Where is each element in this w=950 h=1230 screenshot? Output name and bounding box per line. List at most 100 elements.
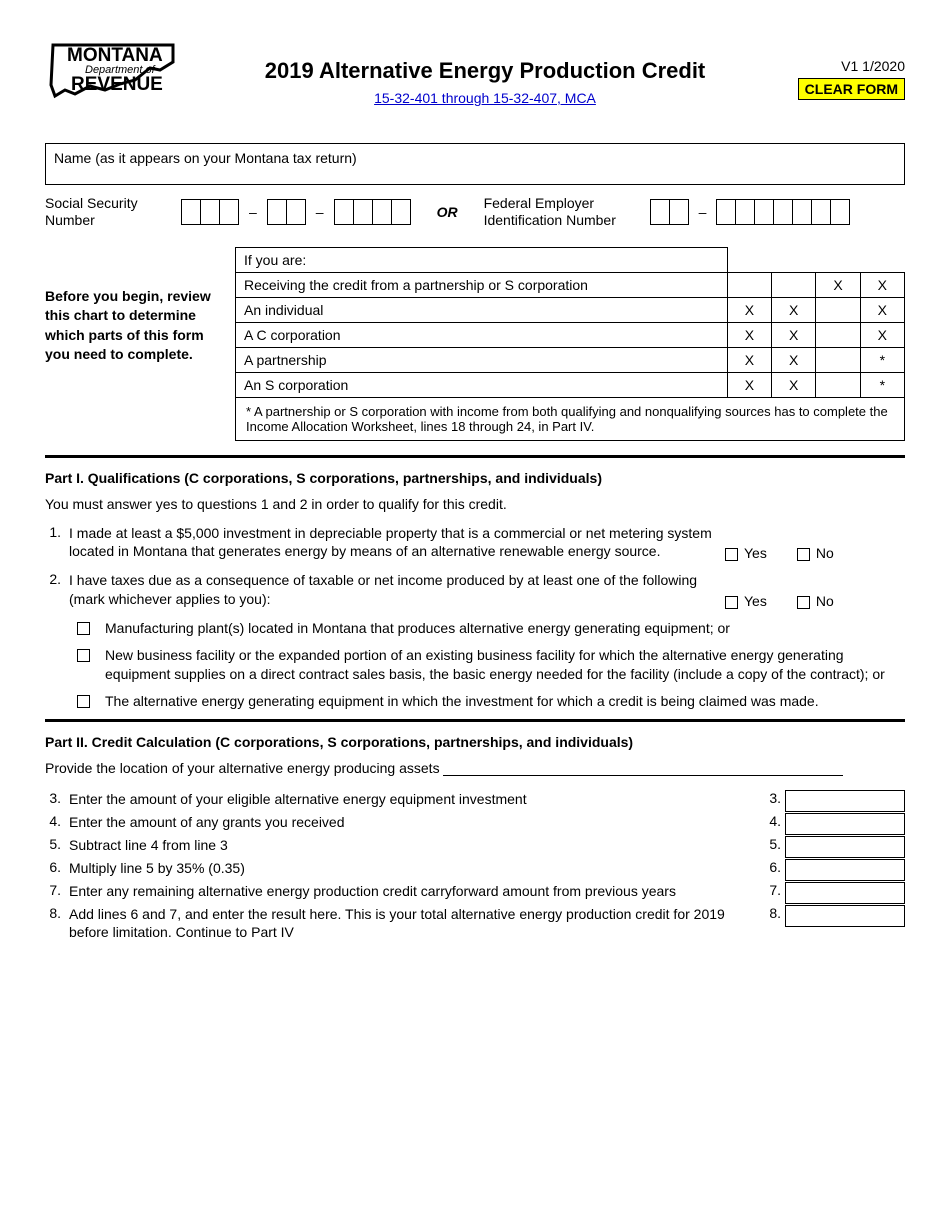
chart-row-label: A C corporation bbox=[236, 322, 728, 347]
q1-number: 1. bbox=[45, 524, 69, 562]
calc-num: 7. bbox=[45, 882, 69, 898]
chart-mark bbox=[816, 322, 860, 347]
ssn-input-group-1[interactable] bbox=[181, 199, 239, 225]
svg-text:REVENUE: REVENUE bbox=[71, 74, 163, 95]
chart-mark: X bbox=[860, 322, 904, 347]
calc-text: Multiply line 5 by 35% (0.35) bbox=[69, 859, 763, 877]
calc-num-right: 4. bbox=[763, 813, 785, 829]
part1-title: Part I. Qualifications (C corporations, … bbox=[45, 470, 905, 486]
chart-row-label: A partnership bbox=[236, 347, 728, 372]
calc-input[interactable] bbox=[785, 905, 905, 927]
calc-text: Add lines 6 and 7, and enter the result … bbox=[69, 905, 763, 941]
q2-number: 2. bbox=[45, 571, 69, 609]
fein-input-group-2[interactable] bbox=[716, 199, 850, 225]
chart-mark bbox=[772, 272, 816, 297]
or-label: OR bbox=[417, 204, 478, 220]
chart-mark: * bbox=[860, 372, 904, 397]
chart-mark: X bbox=[816, 272, 860, 297]
q2-sub-text: Manufacturing plant(s) located in Montan… bbox=[105, 619, 905, 638]
calc-line: 3.Enter the amount of your eligible alte… bbox=[45, 790, 905, 811]
calc-num-right: 5. bbox=[763, 836, 785, 852]
chart-row-label: An individual bbox=[236, 297, 728, 322]
calc-input[interactable] bbox=[785, 813, 905, 835]
calc-line: 7.Enter any remaining alternative energy… bbox=[45, 882, 905, 903]
chart-mark: X bbox=[727, 347, 771, 372]
calc-line: 6.Multiply line 5 by 35% (0.35)6. bbox=[45, 859, 905, 880]
ssn-input-group-2[interactable] bbox=[267, 199, 306, 225]
name-field[interactable]: Name (as it appears on your Montana tax … bbox=[45, 143, 905, 185]
calc-num: 3. bbox=[45, 790, 69, 806]
part2-title: Part II. Credit Calculation (C corporati… bbox=[45, 734, 905, 750]
calc-num-right: 7. bbox=[763, 882, 785, 898]
chart-mark bbox=[816, 372, 860, 397]
calc-text: Enter the amount of your eligible altern… bbox=[69, 790, 763, 808]
version-label: V1 1/2020 bbox=[775, 58, 905, 74]
calc-line: 5.Subtract line 4 from line 35. bbox=[45, 836, 905, 857]
chart-row-label: An S corporation bbox=[236, 372, 728, 397]
chart-mark: X bbox=[727, 322, 771, 347]
q1-yes-checkbox[interactable]: Yes bbox=[725, 545, 767, 561]
q2-sub-text: The alternative energy generating equipm… bbox=[105, 692, 905, 711]
chart-instructions: Before you begin, review this chart to d… bbox=[45, 247, 215, 441]
chart-mark bbox=[816, 347, 860, 372]
calc-num: 5. bbox=[45, 836, 69, 852]
chart-mark: X bbox=[772, 297, 816, 322]
chart-mark: X bbox=[727, 372, 771, 397]
completion-chart: If you are:Receiving the credit from a p… bbox=[235, 247, 905, 441]
calc-num: 4. bbox=[45, 813, 69, 829]
chart-mark bbox=[816, 297, 860, 322]
q2-sub-checkbox[interactable] bbox=[77, 649, 90, 662]
chart-row: Receiving the credit from a partnership … bbox=[236, 272, 905, 297]
chart-row: A partnershipXX* bbox=[236, 347, 905, 372]
calc-line: 4.Enter the amount of any grants you rec… bbox=[45, 813, 905, 834]
calc-num-right: 3. bbox=[763, 790, 785, 806]
montana-outline-icon: MONTANA Department of REVENUE bbox=[45, 40, 180, 110]
calc-line: 8.Add lines 6 and 7, and enter the resul… bbox=[45, 905, 905, 941]
chart-row: An individualXXX bbox=[236, 297, 905, 322]
q1-text: I made at least a $5,000 investment in d… bbox=[69, 524, 725, 562]
chart-mark: X bbox=[860, 297, 904, 322]
location-label: Provide the location of your alternative… bbox=[45, 760, 440, 776]
calc-input[interactable] bbox=[785, 882, 905, 904]
q2-yes-checkbox[interactable]: Yes bbox=[725, 593, 767, 609]
location-input[interactable] bbox=[443, 775, 843, 776]
fein-label: Federal Employer Identification Number bbox=[484, 195, 644, 229]
q1-no-checkbox[interactable]: No bbox=[797, 545, 834, 561]
q2-sub-text: New business facility or the expanded po… bbox=[105, 646, 905, 684]
calc-text: Enter any remaining alternative energy p… bbox=[69, 882, 763, 900]
q2-sub-option: Manufacturing plant(s) located in Montan… bbox=[77, 619, 905, 638]
calc-num-right: 6. bbox=[763, 859, 785, 875]
calc-input[interactable] bbox=[785, 836, 905, 858]
ssn-label: Social Security Number bbox=[45, 195, 175, 229]
svg-text:MONTANA: MONTANA bbox=[67, 45, 163, 66]
chart-mark: X bbox=[772, 322, 816, 347]
q2-text: I have taxes due as a consequence of tax… bbox=[69, 571, 725, 609]
q2-sub-option: The alternative energy generating equipm… bbox=[77, 692, 905, 711]
part1-intro: You must answer yes to questions 1 and 2… bbox=[45, 496, 905, 512]
fein-input-group-1[interactable] bbox=[650, 199, 689, 225]
chart-mark: * bbox=[860, 347, 904, 372]
form-title: 2019 Alternative Energy Production Credi… bbox=[195, 58, 775, 84]
chart-row-label: Receiving the credit from a partnership … bbox=[236, 272, 728, 297]
chart-footnote: * A partnership or S corporation with in… bbox=[236, 397, 905, 440]
q2-sub-option: New business facility or the expanded po… bbox=[77, 646, 905, 684]
chart-mark: X bbox=[772, 347, 816, 372]
agency-logo: MONTANA Department of REVENUE bbox=[45, 40, 195, 113]
calc-text: Enter the amount of any grants you recei… bbox=[69, 813, 763, 831]
divider bbox=[45, 455, 905, 458]
q2-no-checkbox[interactable]: No bbox=[797, 593, 834, 609]
statute-link[interactable]: 15-32-401 through 15-32-407, MCA bbox=[374, 90, 596, 106]
q2-sub-checkbox[interactable] bbox=[77, 695, 90, 708]
q2-sub-checkbox[interactable] bbox=[77, 622, 90, 635]
chart-mark: X bbox=[860, 272, 904, 297]
clear-form-button[interactable]: CLEAR FORM bbox=[798, 78, 905, 100]
calc-input[interactable] bbox=[785, 859, 905, 881]
chart-row: A C corporationXXX bbox=[236, 322, 905, 347]
chart-row: An S corporationXX* bbox=[236, 372, 905, 397]
chart-mark: X bbox=[772, 372, 816, 397]
ssn-input-group-3[interactable] bbox=[334, 199, 411, 225]
calc-input[interactable] bbox=[785, 790, 905, 812]
calc-num-right: 8. bbox=[763, 905, 785, 921]
calc-num: 6. bbox=[45, 859, 69, 875]
calc-num: 8. bbox=[45, 905, 69, 921]
